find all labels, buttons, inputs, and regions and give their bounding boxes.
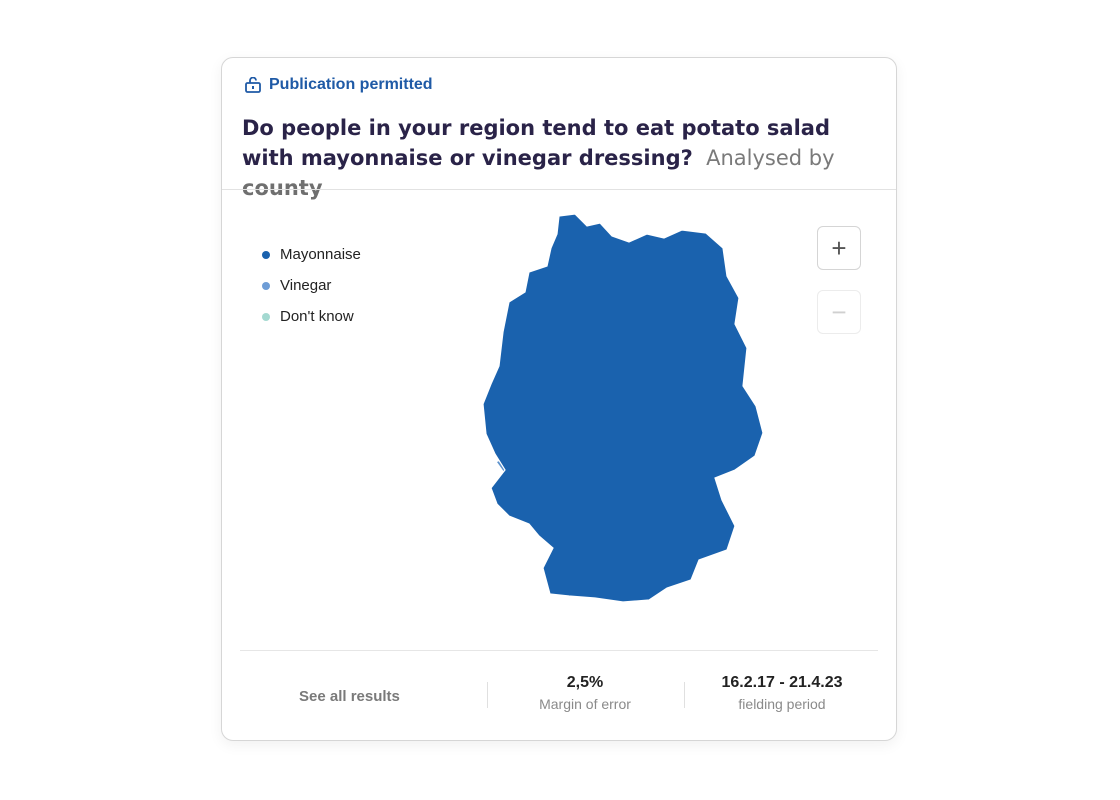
map-legend: Mayonnaise Vinegar Don't know: [262, 239, 361, 332]
period-value: 16.2.17 - 21.4.23: [721, 674, 843, 691]
legend-dot: [262, 250, 270, 259]
footer-divider: [240, 650, 878, 651]
plus-icon: +: [831, 232, 847, 263]
legend-label: Mayonnaise: [280, 246, 361, 263]
question-title: Do people in your region tend to eat pot…: [242, 113, 862, 203]
unlock-icon: [245, 77, 261, 93]
legend-dot: [262, 281, 270, 290]
legend-label: Don't know: [280, 308, 354, 325]
analysed-unit: county: [242, 176, 323, 200]
legend-label: Vinegar: [280, 277, 332, 294]
analysed-by: Analysed by county: [242, 146, 835, 200]
period-label: fielding period: [738, 696, 826, 712]
result-card: Publication permitted Do people in your …: [221, 57, 897, 741]
publication-label: Publication permitted: [269, 76, 433, 93]
see-all-results-link[interactable]: See all results: [299, 688, 400, 705]
publication-badge: Publication permitted: [244, 76, 433, 94]
margin-label: Margin of error: [539, 696, 631, 712]
footer-separator: [487, 682, 488, 708]
legend-item-mayonnaise[interactable]: Mayonnaise: [262, 239, 361, 270]
question-text: Do people in your region tend to eat pot…: [242, 116, 830, 170]
analysed-prefix: Analysed by: [706, 146, 835, 170]
margin-value: 2,5%: [566, 674, 604, 691]
footer-separator: [684, 682, 685, 708]
zoom-in-button[interactable]: +: [817, 226, 861, 270]
legend-item-vinegar[interactable]: Vinegar: [262, 270, 361, 301]
zoom-out-button[interactable]: −: [817, 290, 861, 334]
legend-item-dont-know[interactable]: Don't know: [262, 301, 361, 332]
choropleth-map[interactable]: [477, 208, 777, 618]
minus-icon: −: [831, 296, 847, 327]
margin-of-error: 2,5% Margin of error: [530, 674, 640, 712]
fielding-period: 16.2.17 - 21.4.23 fielding period: [712, 674, 852, 712]
legend-dot: [262, 312, 270, 321]
header-divider: [222, 189, 896, 190]
